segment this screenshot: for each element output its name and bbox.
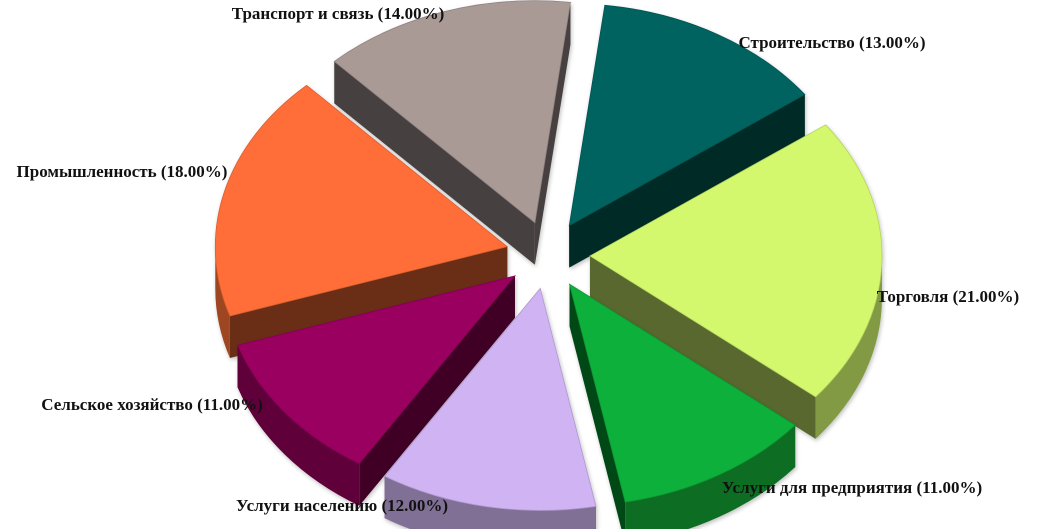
slice-label: Услуги для предприятия (11.00%): [722, 478, 982, 497]
slice-label: Услуги населению (12.00%): [236, 496, 448, 515]
pie-slice-top: [384, 287, 597, 511]
pie-slice-wall: [334, 61, 535, 265]
slice-label: Сельское хозяйство (11.00%): [41, 395, 263, 414]
pie-slice: [568, 283, 796, 529]
slice-label: Строительство (13.00%): [738, 33, 925, 52]
pie-slice-wall: [589, 255, 816, 439]
pie-slice-top: [333, 0, 571, 224]
slice-label: Промышленность (18.00%): [17, 162, 228, 181]
pie-slice-edge: [625, 425, 796, 529]
pie-slice-wall: [534, 2, 571, 265]
slice-label: Торговля (21.00%): [877, 287, 1019, 306]
pie-slice-edge: [237, 345, 360, 506]
slice-label: Транспорт и связь (14.00%): [232, 4, 445, 23]
pie-slice: [384, 287, 597, 529]
pie-slice: [333, 0, 571, 265]
pie-slice-wall: [569, 284, 626, 529]
pie-slice-edge: [384, 476, 596, 529]
pie-slice: [236, 275, 516, 506]
pie-slice: [589, 124, 883, 439]
pie-slice-top: [589, 124, 883, 398]
pie-slice-wall: [359, 275, 515, 506]
pie-slice-edge: [215, 246, 230, 358]
pie-slice-edge: [815, 255, 882, 439]
pie-slice-top: [568, 4, 806, 227]
pie-slice-wall: [569, 94, 805, 268]
pie-slice-top: [568, 283, 796, 503]
pie-slice: [568, 4, 806, 268]
pie-slice-top: [236, 275, 516, 465]
pie-slice: [214, 84, 509, 358]
pie-slice-top: [214, 84, 509, 317]
